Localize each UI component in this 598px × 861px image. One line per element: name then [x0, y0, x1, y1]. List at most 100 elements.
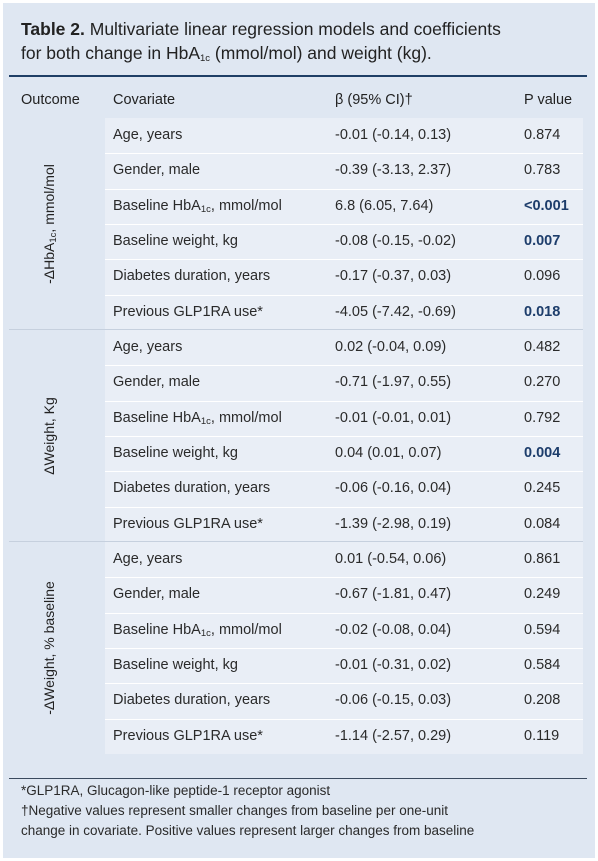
beta-ci-cell: 0.02 (-0.04, 0.09) — [335, 339, 447, 355]
table-row: Age, years 0.01 (-0.54, 0.06) 0.861 — [3, 542, 598, 577]
covariate-cell: Previous GLP1RA use* — [113, 515, 263, 532]
title-line2-pre: for both change in HbA — [21, 43, 201, 63]
table-row: Gender, male -0.67 (-1.81, 0.47) 0.249 — [3, 577, 598, 612]
covariate-cell: Previous GLP1RA use* — [113, 303, 263, 320]
covariate-cell: Age, years — [113, 551, 183, 567]
p-value-cell: 0.249 — [524, 586, 561, 603]
beta-ci-cell: -1.14 (-2.57, 0.29) — [335, 727, 452, 744]
covariate-cell: Gender, male — [113, 162, 201, 179]
header-outcome: Outcome — [21, 92, 80, 108]
p-value-cell: 0.584 — [524, 656, 561, 673]
footnote-1: *GLP1RA, Glucagon-like peptide-1 recepto… — [21, 783, 331, 798]
beta-ci-cell: -1.39 (-2.98, 0.19) — [335, 515, 452, 532]
beta-ci-cell: 0.01 (-0.54, 0.06) — [335, 551, 447, 567]
p-value-cell: 0.245 — [524, 480, 561, 497]
table-row: Diabetes duration, years -0.06 (-0.16, 0.… — [3, 471, 598, 506]
covariate-sub: 1c — [200, 627, 211, 639]
p-value-cell: <0.001 — [524, 197, 569, 214]
row-separator — [105, 365, 583, 367]
covariate-cell: Gender, male — [113, 374, 201, 391]
covariate-cell: Diabetes duration, years — [113, 268, 271, 285]
p-value-cell: 0.208 — [524, 692, 561, 709]
row-separator — [105, 683, 583, 685]
row-separator — [105, 223, 583, 225]
header-p-value: P value — [524, 92, 573, 108]
row-separator — [105, 577, 583, 579]
row-separator — [105, 435, 583, 437]
footer-rule — [9, 778, 587, 779]
covariate-sub: 1c — [200, 203, 211, 215]
row-separator — [105, 718, 583, 720]
covariate-cell: Baseline weight, kg — [113, 232, 238, 249]
row-separator — [105, 400, 583, 402]
covariate-cell: Diabetes duration, years — [113, 480, 271, 497]
table-row: Gender, male -0.71 (-1.97, 0.55) 0.270 — [3, 365, 598, 400]
p-value-cell: 0.084 — [524, 515, 561, 532]
table-number: Table 2. — [21, 19, 85, 39]
title-line2-sub: 1c — [200, 53, 211, 64]
covariate-cell: Age, years — [113, 339, 183, 355]
table-row: Age, years -0.01 (-0.14, 0.13) 0.874 — [3, 118, 598, 153]
covariate-cell: Baseline HbA1c, mmol/mol — [113, 198, 282, 214]
table-row: Diabetes duration, years -0.17 (-0.37, 0.… — [3, 259, 598, 294]
group-separator — [9, 541, 583, 542]
header-beta: β (95% CI)† — [335, 92, 413, 108]
table-title: Table 2. Multivariate linear regression … — [21, 17, 591, 65]
p-value-cell: 0.270 — [524, 374, 561, 391]
p-value-cell: 0.004 — [524, 444, 561, 461]
covariate-cell: Baseline HbA1c, mmol/mol — [113, 622, 282, 638]
row-separator — [105, 259, 583, 261]
beta-ci-cell: 0.04 (0.01, 0.07) — [335, 444, 442, 461]
p-value-cell: 0.783 — [524, 162, 561, 179]
covariate-cell: Baseline weight, kg — [113, 656, 238, 673]
p-value-cell: 0.096 — [524, 268, 561, 285]
row-separator — [105, 294, 583, 296]
table-row: Baseline weight, kg -0.01 (-0.31, 0.02) 0.… — [3, 648, 598, 683]
table-row: Gender, male -0.39 (-3.13, 2.37) 0.783 — [3, 153, 598, 188]
p-value-cell: 0.594 — [524, 621, 561, 638]
beta-ci-cell: 6.8 (6.05, 7.64) — [335, 197, 434, 214]
row-separator — [105, 188, 583, 190]
covariate-post: , mmol/mol — [210, 409, 282, 426]
table-row: Previous GLP1RA use* -1.14 (-2.57, 0.29) 0… — [3, 719, 598, 754]
beta-ci-cell: -0.01 (-0.31, 0.02) — [335, 656, 452, 673]
beta-ci-cell: -0.67 (-1.81, 0.47) — [335, 586, 452, 603]
footnote-2: †Negative values represent smaller chang… — [21, 803, 448, 818]
row-separator — [105, 506, 583, 508]
covariate-text: Baseline HbA — [113, 197, 201, 214]
p-value-cell: 0.861 — [524, 551, 561, 567]
covariate-cell: Age, years — [113, 127, 183, 143]
table-row: Baseline weight, kg 0.04 (0.01, 0.07) 0.00… — [3, 436, 598, 471]
row-separator — [105, 647, 583, 649]
covariate-post: , mmol/mol — [210, 197, 282, 214]
table-row: Previous GLP1RA use* -1.39 (-2.98, 0.19) 0… — [3, 507, 598, 542]
title-line2-post: (mmol/mol) and weight (kg). — [210, 43, 432, 63]
table-row: Baseline weight, kg -0.08 (-0.15, -0.02) 0… — [3, 224, 598, 259]
covariate-cell: Baseline weight, kg — [113, 444, 238, 461]
group-separator — [9, 329, 583, 330]
p-value-cell: 0.119 — [524, 727, 560, 744]
covariate-text: Baseline HbA — [113, 409, 201, 426]
covariate-text: Baseline HbA — [113, 621, 201, 638]
p-value-cell: 0.007 — [524, 232, 561, 249]
p-value-cell: 0.482 — [524, 339, 561, 355]
beta-ci-cell: -4.05 (-7.42, -0.69) — [335, 303, 456, 320]
beta-ci-cell: -0.17 (-0.37, 0.03) — [335, 268, 452, 285]
beta-ci-cell: -0.06 (-0.15, 0.03) — [335, 692, 452, 709]
table-row: Age, years 0.02 (-0.04, 0.09) 0.482 — [3, 330, 598, 365]
beta-ci-cell: -0.01 (-0.14, 0.13) — [335, 127, 452, 143]
covariate-sub: 1c — [200, 415, 211, 427]
table-row: Previous GLP1RA use* -4.05 (-7.42, -0.69)… — [3, 295, 598, 330]
table-row: Diabetes duration, years -0.06 (-0.15, 0.… — [3, 683, 598, 718]
header-covariate: Covariate — [113, 92, 176, 108]
covariate-cell: Previous GLP1RA use* — [113, 727, 263, 744]
footnote-3: change in covariate. Positive values rep… — [21, 823, 475, 838]
beta-ci-cell: -0.08 (-0.15, -0.02) — [335, 232, 456, 249]
beta-ci-cell: -0.06 (-0.16, 0.04) — [335, 480, 452, 497]
p-value-cell: 0.874 — [524, 127, 561, 143]
covariate-cell: Diabetes duration, years — [113, 692, 271, 709]
p-value-cell: 0.018 — [524, 303, 561, 320]
row-separator — [105, 471, 583, 473]
beta-ci-cell: -0.01 (-0.01, 0.01) — [335, 409, 452, 426]
